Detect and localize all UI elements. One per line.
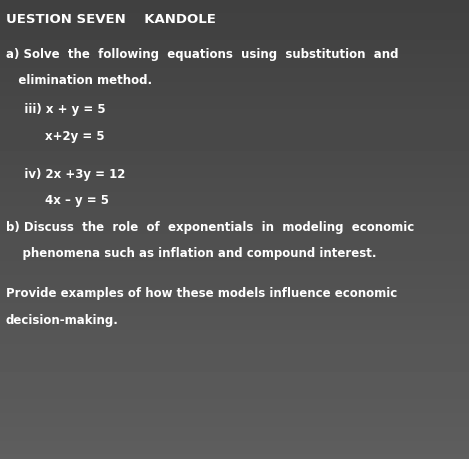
Text: a) Solve  the  following  equations  using  substitution  and: a) Solve the following equations using s… bbox=[6, 48, 398, 61]
Text: elimination method.: elimination method. bbox=[6, 73, 152, 86]
Text: b) Discuss  the  role  of  exponentials  in  modeling  economic: b) Discuss the role of exponentials in m… bbox=[6, 220, 414, 233]
Text: x+2y = 5: x+2y = 5 bbox=[12, 129, 104, 142]
Text: iv) 2x +3y = 12: iv) 2x +3y = 12 bbox=[12, 168, 125, 180]
Text: UESTION SEVEN    KANDOLE: UESTION SEVEN KANDOLE bbox=[6, 13, 215, 26]
Text: iii) x + y = 5: iii) x + y = 5 bbox=[12, 103, 106, 116]
Text: Provide examples of how these models influence economic: Provide examples of how these models inf… bbox=[6, 287, 397, 300]
Text: 4x – y = 5: 4x – y = 5 bbox=[12, 194, 109, 207]
Text: phenomena such as inflation and compound interest.: phenomena such as inflation and compound… bbox=[6, 246, 376, 259]
Text: decision-making.: decision-making. bbox=[6, 313, 119, 326]
